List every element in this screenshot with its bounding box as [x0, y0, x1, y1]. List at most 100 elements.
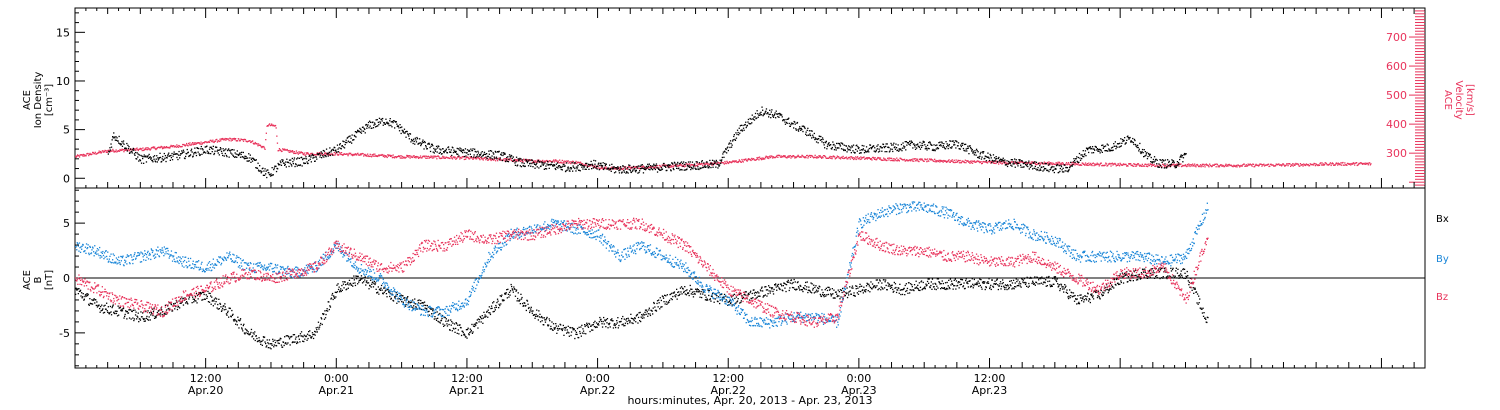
velocity-series-point [907, 160, 909, 162]
velocity-series-point [1272, 164, 1274, 166]
xtick-date-label: Apr.20 [188, 384, 224, 397]
density-series-point [1096, 149, 1098, 151]
density-series-point [173, 153, 175, 155]
velocity-series-point [928, 160, 930, 162]
density-series-point [720, 160, 722, 162]
density-series-point [1026, 165, 1028, 167]
bx-series-point [247, 333, 249, 335]
bx-series-point [180, 298, 182, 300]
density-series-point [799, 126, 801, 128]
density-series-point [273, 168, 275, 171]
density-series-point [928, 148, 930, 150]
velocity-series-point [142, 147, 144, 149]
density-series-point [1096, 148, 1099, 150]
density-series-point [544, 162, 546, 164]
velocity-series-point [691, 164, 693, 166]
bx-series-point [227, 310, 229, 312]
density-series-point [707, 165, 709, 167]
bx-series-point [344, 281, 346, 283]
velocity-series-point [527, 159, 529, 161]
density-series-point [865, 146, 868, 148]
velocity-series-point [998, 163, 1000, 165]
top-ylabel-line1: ACE [22, 90, 33, 110]
bx-series-point [114, 312, 116, 315]
density-series-point [488, 153, 490, 155]
density-series-point [913, 144, 916, 146]
density-series-point [686, 164, 689, 166]
velocity-series-point [514, 160, 516, 162]
velocity-series-point [271, 124, 273, 126]
velocity-series-point [1055, 162, 1057, 164]
bx-series-point [230, 316, 232, 318]
density-series-point [162, 155, 164, 158]
velocity-series-point [1231, 165, 1233, 167]
velocity-series-point [1304, 164, 1306, 166]
density-series-point [912, 147, 914, 149]
velocity-series-point [953, 159, 955, 161]
density-series-point [228, 156, 230, 158]
bx-series-point [241, 328, 243, 330]
density-series-point [442, 148, 444, 150]
velocity-series-point [686, 163, 688, 165]
velocity-series-point [1324, 163, 1326, 166]
velocity-series-point [178, 145, 181, 147]
velocity-series-point [819, 156, 821, 158]
velocity-series-point [142, 149, 145, 152]
density-series-point [621, 172, 623, 174]
velocity-series-point [890, 157, 893, 159]
velocity-series-point [97, 152, 99, 154]
velocity-series-point [563, 160, 565, 162]
density-series-point [913, 143, 915, 145]
density-series-point [642, 172, 645, 174]
density-series-point [822, 138, 824, 141]
bx-series-point [115, 312, 118, 315]
velocity-series-point [1066, 164, 1068, 166]
bx-series-point [336, 284, 338, 286]
density-series-point [843, 144, 845, 146]
density-series-point [376, 119, 378, 121]
velocity-series-point [815, 157, 818, 159]
density-series-point [500, 153, 502, 155]
density-series-point [1088, 151, 1090, 154]
density-series-point [599, 164, 601, 167]
density-series-point [957, 145, 959, 147]
density-series-point [553, 164, 555, 166]
velocity-series-point [354, 153, 356, 155]
density-series-point [270, 173, 272, 175]
density-series-point [957, 142, 960, 144]
velocity-series-point [275, 127, 277, 129]
density-series-point [995, 156, 997, 158]
density-series-point [620, 167, 622, 170]
density-series-point [950, 147, 953, 149]
density-series-point [281, 160, 284, 163]
density-series-point [718, 165, 720, 167]
bx-series-point [212, 305, 214, 307]
density-series-point [811, 137, 813, 139]
density-series-point [905, 149, 907, 151]
density-series-point [121, 140, 123, 143]
bx-series-point [316, 331, 318, 333]
density-series-point [756, 110, 758, 112]
density-series-point [305, 156, 307, 158]
bx-series-point [186, 301, 188, 303]
density-series-point [860, 152, 862, 154]
velocity-series-point [1189, 165, 1191, 168]
density-series-point [1114, 145, 1116, 147]
density-series-point [253, 158, 255, 161]
density-series-point [963, 143, 966, 146]
density-series-point [140, 162, 143, 164]
velocity-series-point [930, 159, 932, 161]
velocity-series-point [463, 156, 465, 158]
bx-series-point [102, 308, 104, 310]
density-series-point [1139, 151, 1142, 153]
velocity-series-point [491, 158, 493, 160]
bx-series-point [231, 309, 233, 312]
density-series-point [155, 161, 157, 163]
velocity-series-point [1293, 163, 1295, 165]
velocity-series-point [1308, 165, 1311, 167]
density-series-point [884, 151, 886, 153]
density-series-point [480, 154, 482, 156]
density-series-point [1183, 154, 1185, 156]
density-series-point [726, 152, 728, 154]
